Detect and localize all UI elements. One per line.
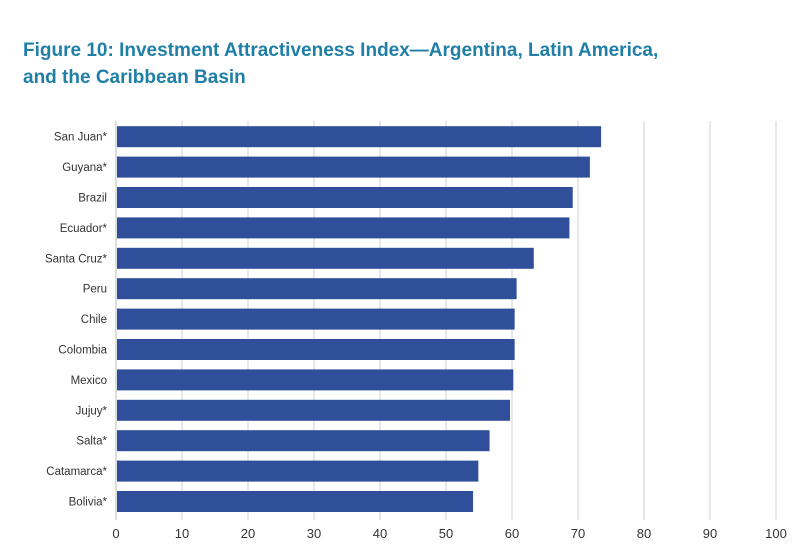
x-tick-label: 50 bbox=[439, 526, 453, 541]
category-label: Jujuy* bbox=[76, 405, 108, 417]
category-label: Brazil bbox=[78, 193, 107, 205]
category-label: Bolivia* bbox=[69, 497, 108, 509]
category-label: Salta* bbox=[76, 436, 107, 448]
bar-catamarca bbox=[117, 460, 479, 482]
x-tick-label: 40 bbox=[373, 526, 387, 541]
category-label: Chile bbox=[81, 314, 107, 326]
category-label: Ecuador* bbox=[60, 223, 108, 235]
x-tick-label: 60 bbox=[505, 526, 519, 541]
category-label: San Juan* bbox=[54, 132, 108, 144]
category-label: Mexico bbox=[71, 375, 107, 387]
x-tick-label: 20 bbox=[241, 526, 255, 541]
x-tick-label: 100 bbox=[765, 526, 787, 541]
bar-mexico bbox=[117, 369, 514, 391]
bar-brazil bbox=[117, 187, 573, 208]
x-tick-label: 0 bbox=[112, 526, 119, 541]
category-label: Colombia bbox=[58, 345, 107, 357]
bar-santa-cruz bbox=[117, 247, 534, 269]
bar-peru bbox=[117, 278, 517, 300]
x-tick-label: 30 bbox=[307, 526, 321, 541]
x-tick-label: 70 bbox=[571, 526, 585, 541]
bar-jujuy bbox=[117, 399, 511, 421]
bar-chile bbox=[117, 308, 515, 330]
bar-salta bbox=[117, 430, 490, 452]
bar-san-juan bbox=[117, 126, 602, 148]
category-label: Guyana* bbox=[62, 162, 107, 174]
x-axis-tick-labels: 0 10 20 30 40 50 60 70 80 90 100 bbox=[112, 526, 786, 541]
figure-title-line-1: Figure 10: Investment Attractiveness Ind… bbox=[23, 40, 659, 61]
bar-bolivia bbox=[117, 491, 474, 512]
x-tick-label: 90 bbox=[703, 526, 717, 541]
figure-title-line-2: and the Caribbean Basin bbox=[23, 67, 246, 88]
bar-ecuador bbox=[117, 217, 570, 239]
figure-title: Figure 10: Investment Attractiveness Ind… bbox=[23, 37, 783, 91]
category-label: Peru bbox=[83, 284, 107, 296]
category-labels: San Juan* Guyana* Brazil Ecuador* Santa Cruz… bbox=[45, 132, 108, 509]
category-label: Santa Cruz* bbox=[45, 253, 108, 265]
category-label: Catamarca* bbox=[46, 466, 107, 478]
bar-guyana bbox=[117, 156, 590, 178]
x-tick-label: 10 bbox=[175, 526, 189, 541]
bar-colombia bbox=[117, 339, 515, 360]
bars bbox=[117, 126, 602, 512]
x-tick-label: 80 bbox=[637, 526, 651, 541]
